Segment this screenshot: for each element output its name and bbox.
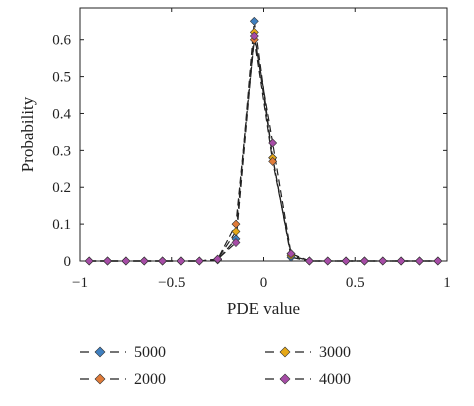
- y-tick-label: 0.1: [52, 217, 71, 233]
- data-point-4000: [268, 138, 278, 148]
- y-tick-label: 0.4: [52, 106, 71, 122]
- data-point-4000: [84, 256, 94, 266]
- data-point-4000: [304, 256, 314, 266]
- data-point-4000: [378, 256, 388, 266]
- data-point-4000: [396, 256, 406, 266]
- data-point-4000: [158, 256, 167, 266]
- data-point-4000: [139, 256, 149, 266]
- x-tick-label: −1: [72, 275, 88, 291]
- legend-label: 2000: [134, 371, 166, 388]
- data-point-2000: [231, 219, 241, 229]
- data-point-4000: [213, 254, 223, 264]
- data-point-4000: [286, 249, 296, 259]
- data-point-4000: [121, 256, 131, 266]
- plot-frame: [79, 7, 448, 262]
- legend-label: 4000: [319, 371, 351, 388]
- x-axis-label: PDE value: [227, 299, 300, 318]
- data-point-5000: [249, 16, 259, 26]
- y-tick-label: 0.2: [52, 180, 71, 196]
- data-point-4000: [341, 256, 351, 266]
- data-point-4000: [194, 256, 204, 266]
- series-line-3000: [89, 32, 438, 262]
- legend-marker: [279, 346, 291, 358]
- y-tick-label: 0.5: [52, 70, 71, 86]
- series-lines: [89, 21, 438, 262]
- data-point-4000: [323, 256, 333, 266]
- y-tick-label: 0.3: [52, 143, 71, 159]
- series-line-2000: [89, 39, 438, 262]
- legend-marker: [94, 346, 106, 358]
- series-line-4000: [89, 35, 438, 262]
- legend-marker: [279, 373, 291, 385]
- data-point-4000: [360, 256, 369, 266]
- data-point-4000: [433, 256, 443, 266]
- legend: 5000 3000 2000 4000: [80, 344, 351, 388]
- x-tick-label: 0: [260, 275, 268, 291]
- y-tick-label: 0.6: [52, 33, 71, 49]
- legend-label: 5000: [134, 344, 166, 361]
- legend-marker: [94, 373, 106, 385]
- data-point-4000: [231, 238, 241, 247]
- legend-item-3000: 3000: [265, 344, 351, 361]
- x-tick-label: 1: [443, 275, 451, 291]
- data-point-4000: [249, 31, 259, 41]
- y-axis-label: Probability: [18, 96, 37, 172]
- data-point-2000: [268, 156, 278, 166]
- x-tick-label: 0.5: [346, 275, 365, 291]
- data-point-4000: [176, 256, 186, 266]
- series-markers: [84, 16, 443, 266]
- x-tick-label: −0.5: [158, 275, 185, 291]
- y-tick-label: 0: [64, 254, 72, 270]
- data-point-3000: [231, 227, 241, 236]
- series-line-5000: [89, 21, 438, 262]
- data-point-4000: [103, 256, 112, 266]
- legend-item-2000: 2000: [80, 371, 166, 388]
- data-point-4000: [415, 256, 424, 266]
- ticks: −1 −0.5 0 0.5 1 0 0.1 0.2 0.3 0.4 0.5 0.6: [52, 8, 451, 291]
- legend-item-5000: 5000: [80, 344, 166, 361]
- legend-label: 3000: [319, 344, 351, 361]
- legend-item-4000: 4000: [265, 371, 351, 388]
